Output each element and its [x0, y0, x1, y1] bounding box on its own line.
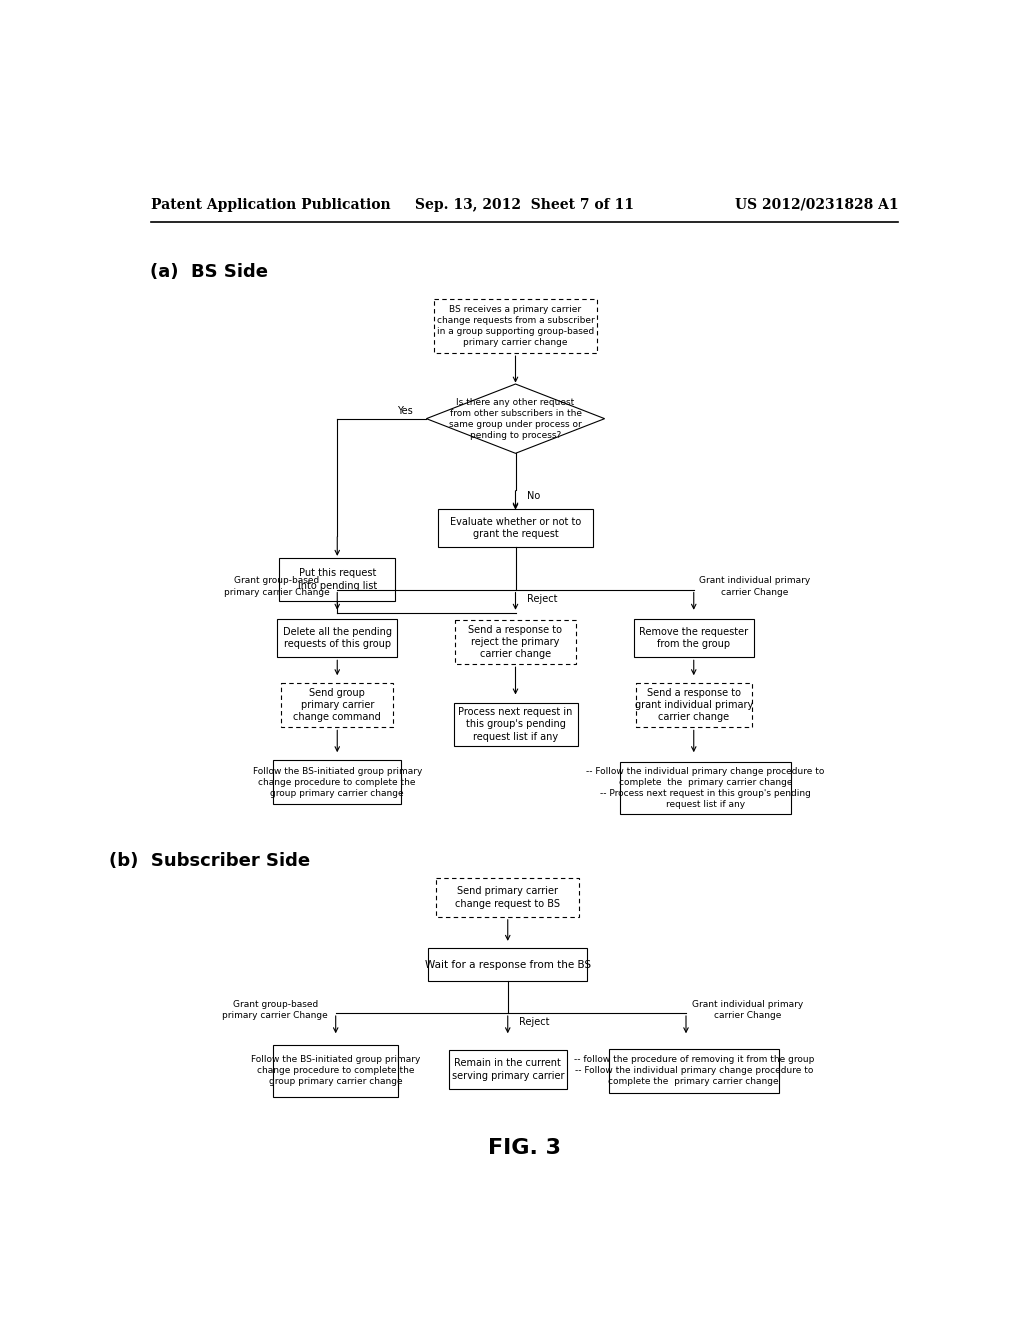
Text: No: No [527, 491, 541, 500]
Text: Grant individual primary
carrier Change: Grant individual primary carrier Change [692, 1001, 804, 1020]
FancyBboxPatch shape [434, 300, 597, 354]
Polygon shape [426, 384, 604, 453]
Text: Patent Application Publication: Patent Application Publication [152, 198, 391, 211]
FancyBboxPatch shape [273, 1044, 398, 1097]
FancyBboxPatch shape [634, 619, 754, 657]
FancyBboxPatch shape [280, 558, 395, 601]
Text: Delete all the pending
requests of this group: Delete all the pending requests of this … [283, 627, 392, 649]
FancyBboxPatch shape [273, 760, 401, 804]
Text: Grant individual primary
carrier Change: Grant individual primary carrier Change [698, 577, 810, 597]
Text: Yes: Yes [396, 407, 413, 416]
Text: Evaluate whether or not to
grant the request: Evaluate whether or not to grant the req… [450, 517, 582, 539]
Text: Send a response to
reject the primary
carrier change: Send a response to reject the primary ca… [469, 624, 562, 660]
Text: Grant group-based
primary carrier Change: Grant group-based primary carrier Change [222, 1001, 328, 1020]
Text: US 2012/0231828 A1: US 2012/0231828 A1 [735, 198, 898, 211]
FancyBboxPatch shape [438, 508, 593, 548]
Text: Sep. 13, 2012  Sheet 7 of 11: Sep. 13, 2012 Sheet 7 of 11 [416, 198, 634, 211]
Text: FIG. 3: FIG. 3 [488, 1138, 561, 1158]
Text: (a)  BS Side: (a) BS Side [151, 264, 268, 281]
FancyBboxPatch shape [278, 619, 397, 657]
Text: -- follow the procedure of removing it from the group
-- Follow the individual p: -- follow the procedure of removing it f… [573, 1055, 814, 1086]
FancyBboxPatch shape [436, 878, 580, 917]
Text: Remove the requester
from the group: Remove the requester from the group [639, 627, 749, 649]
Text: Is there any other request
from other subscribers in the
same group under proces: Is there any other request from other su… [450, 397, 582, 440]
Text: Grant group-based
primary carrier Change: Grant group-based primary carrier Change [224, 577, 330, 597]
Text: Wait for a response from the BS: Wait for a response from the BS [425, 960, 591, 970]
FancyBboxPatch shape [636, 682, 752, 727]
FancyBboxPatch shape [608, 1048, 779, 1093]
Text: Follow the BS-initiated group primary
change procedure to complete the
group pri: Follow the BS-initiated group primary ch… [251, 1055, 421, 1086]
Text: (b)  Subscriber Side: (b) Subscriber Side [109, 851, 310, 870]
Text: Remain in the current
serving primary carrier: Remain in the current serving primary ca… [452, 1059, 564, 1081]
Text: Follow the BS-initiated group primary
change procedure to complete the
group pri: Follow the BS-initiated group primary ch… [253, 767, 422, 797]
Text: Send a response to
grant individual primary
carrier change: Send a response to grant individual prim… [635, 688, 753, 722]
FancyBboxPatch shape [621, 762, 791, 814]
Text: BS receives a primary carrier
change requests from a subscriber
in a group suppo: BS receives a primary carrier change req… [436, 305, 594, 347]
FancyBboxPatch shape [449, 1051, 566, 1089]
FancyBboxPatch shape [454, 704, 578, 746]
Text: Send primary carrier
change request to BS: Send primary carrier change request to B… [456, 887, 560, 908]
Text: Process next request in
this group's pending
request list if any: Process next request in this group's pen… [459, 708, 572, 742]
Text: Reject: Reject [527, 594, 558, 603]
Text: -- Follow the individual primary change procedure to
complete  the  primary carr: -- Follow the individual primary change … [586, 767, 824, 809]
FancyBboxPatch shape [428, 948, 587, 981]
Text: Reject: Reject [519, 1018, 550, 1027]
FancyBboxPatch shape [456, 619, 575, 664]
Text: Send group
primary carrier
change command: Send group primary carrier change comman… [293, 688, 381, 722]
Text: Put this request
into pending list: Put this request into pending list [298, 569, 377, 591]
FancyBboxPatch shape [281, 682, 393, 727]
